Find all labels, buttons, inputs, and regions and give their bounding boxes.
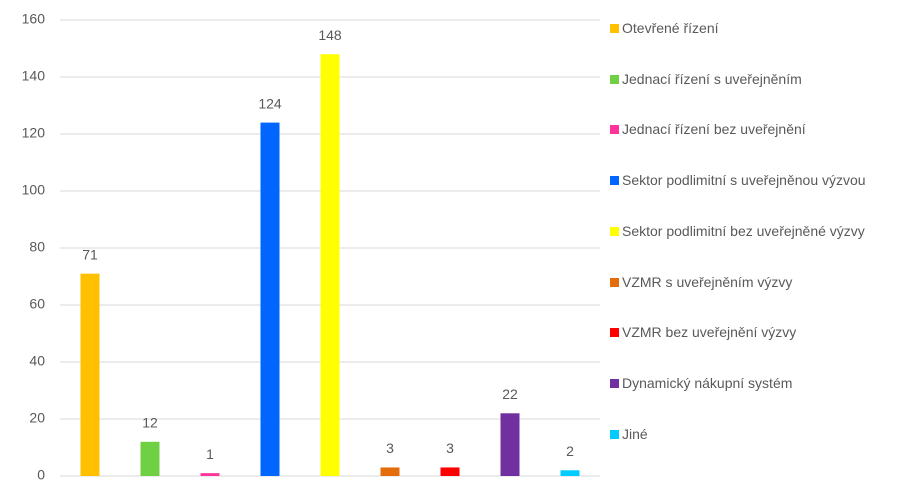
legend-swatch [610,24,619,33]
y-tick-label: 80 [29,239,45,255]
data-label: 22 [502,386,518,402]
bar [560,470,580,476]
legend-swatch [610,74,619,84]
legend-item: Sektor podlimitní bez uveřejněné výzvy [610,220,910,243]
data-label: 148 [318,27,342,43]
legend-item: VZMR bez uveřejnění výzvy [610,321,910,344]
bar [380,467,400,476]
legend-swatch [610,226,619,236]
legend-swatch [610,277,619,287]
bar [260,122,280,476]
legend-label: Sektor podlimitní bez uveřejněné výzvy [622,222,865,239]
legend-item: Jednací řízení s uveřejněním [610,68,910,91]
data-label: 124 [258,95,282,111]
y-tick-label: 20 [29,410,45,426]
legend-swatch [610,429,619,439]
legend-item: Otevřené řízení [610,17,910,40]
bar [320,54,340,476]
data-label: 3 [386,440,394,456]
legend-label: Dynamický nákupní systém [622,374,793,391]
y-tick-label: 160 [22,11,46,27]
legend-item: VZMR s uveřejněním výzvy [610,271,910,294]
y-tick-label: 120 [22,125,46,141]
y-tick-label: 100 [22,182,46,198]
legend-item: Jiné [610,423,910,446]
data-label: 71 [82,246,98,262]
legend-label: Jednací řízení bez uveřejnění [622,121,806,138]
legend-label: Jiné [622,425,648,442]
legend-swatch [610,378,619,388]
data-label: 12 [142,415,158,431]
legend-item: Jednací řízení bez uveřejnění [610,118,910,141]
legend-label: VZMR bez uveřejnění výzvy [622,324,797,341]
bar [440,467,460,476]
legend-swatch [610,328,619,338]
legend-label: Otevřené řízení [622,20,719,36]
bar [80,273,100,476]
legend-item: Sektor podlimitní s uveřejněnou výzvou [610,169,910,192]
legend-swatch [610,176,619,186]
bar [140,441,160,476]
data-label: 2 [566,443,574,459]
data-label: 1 [206,446,214,462]
legend-label: VZMR s uveřejněním výzvy [622,273,793,290]
legend-label: Sektor podlimitní s uveřejněnou výzvou [622,172,866,189]
legend-swatch [610,125,619,135]
y-tick-label: 140 [22,68,46,84]
data-label: 3 [446,440,454,456]
bar [200,473,220,476]
bar [500,413,520,476]
legend-item: Dynamický nákupní systém [610,372,910,395]
y-tick-label: 40 [29,353,45,369]
y-tick-label: 60 [29,296,45,312]
legend-label: Jednací řízení s uveřejněním [622,70,802,87]
y-tick-label: 0 [37,467,45,481]
